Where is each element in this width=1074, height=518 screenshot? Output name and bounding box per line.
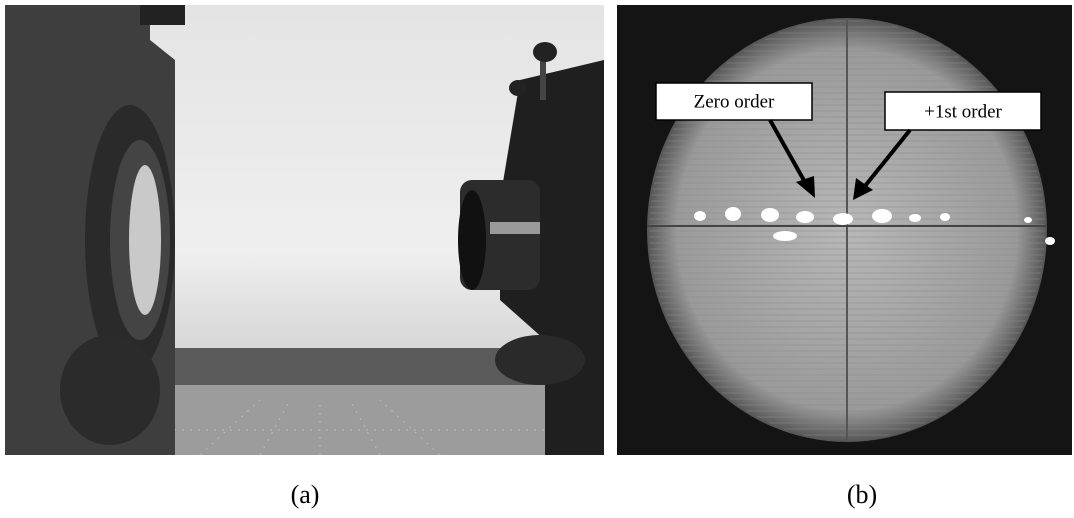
panel-label: (a) — [291, 480, 320, 509]
annotation: Zero order — [694, 91, 775, 112]
panel-label: (b) — [847, 480, 877, 509]
photo-b — [617, 5, 1072, 455]
annotation: +1st order — [924, 101, 1002, 122]
photo-a — [5, 5, 604, 455]
figure: Zero order +1st order (a) (b) — [0, 0, 1074, 518]
